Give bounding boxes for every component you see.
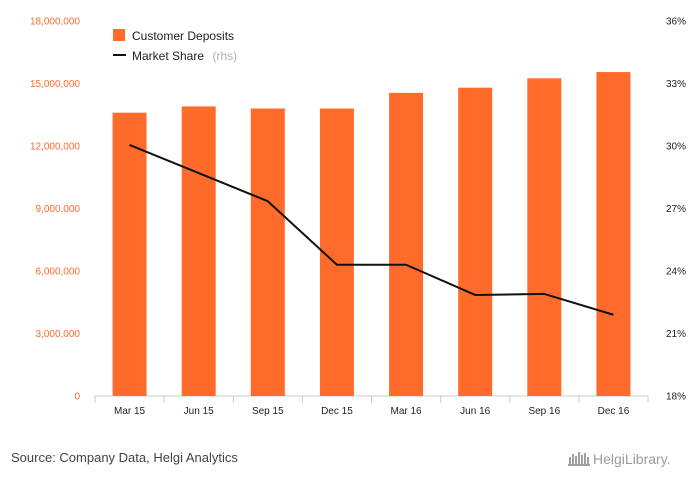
bar-dec-15[interactable] <box>319 108 354 397</box>
legend-line-label-group: Market Share (rhs) <box>132 47 237 64</box>
bar-mar-15[interactable] <box>112 112 147 397</box>
y-right-tick-label: 24% <box>666 267 686 278</box>
x-tick-label: Mar 16 <box>391 406 423 417</box>
x-tick-label: Sep 15 <box>252 406 284 417</box>
market-share-line[interactable] <box>129 144 614 316</box>
brand-logo: HelgiLibrary. <box>568 447 690 471</box>
y-left-tick-label: 9,000,000 <box>36 204 81 215</box>
x-tick-label: Jun 16 <box>460 406 490 417</box>
axis-lines <box>94 395 649 403</box>
bar-dec-16[interactable] <box>596 72 631 397</box>
bar-mar-16[interactable] <box>389 92 424 396</box>
x-tick-label: Mar 15 <box>114 406 146 417</box>
legend-line-label: Market Share <box>132 49 204 63</box>
legend[interactable]: Customer Deposits Market Share (rhs) <box>113 29 237 64</box>
bar-series <box>112 72 631 397</box>
x-tick-label: Sep 16 <box>528 406 560 417</box>
y-right-tick-label: 36% <box>666 17 686 28</box>
y-right-tick-label: 21% <box>666 329 686 340</box>
y-right-tick-label: 33% <box>666 79 686 90</box>
y-left-tick-label: 15,000,000 <box>30 79 80 90</box>
y-left-tick-label: 18,000,000 <box>30 17 80 28</box>
bar-jun-15[interactable] <box>181 106 216 397</box>
legend-bar-swatch <box>113 29 125 41</box>
x-tick-label: Jun 15 <box>184 406 214 417</box>
y-right-tick-label: 18% <box>666 392 686 403</box>
x-tick-label: Dec 16 <box>598 406 630 417</box>
legend-bar-label: Customer Deposits <box>132 29 234 43</box>
source-note: Source: Company Data, Helgi Analytics <box>11 450 238 465</box>
line-series <box>129 144 614 316</box>
library-logo-icon <box>568 452 590 466</box>
y-left-tick-label: 12,000,000 <box>30 142 80 153</box>
y-left-tick-label: 3,000,000 <box>36 329 81 340</box>
bar-jun-16[interactable] <box>458 87 493 397</box>
y-right-tick-label: 27% <box>666 204 686 215</box>
chart: 0 3,000,000 6,000,000 9,000,000 12,000,000 15… <box>30 17 686 418</box>
tick-labels: 0 3,000,000 6,000,000 9,000,000 12,000,000 15… <box>30 17 686 418</box>
bar-sep-16[interactable] <box>527 78 562 397</box>
y-right-tick-label: 30% <box>666 142 686 153</box>
x-tick-label: Dec 15 <box>321 406 353 417</box>
legend-line-suffix: (rhs) <box>212 49 237 63</box>
y-left-tick-label: 0 <box>74 392 80 403</box>
y-left-tick-label: 6,000,000 <box>36 267 81 278</box>
logo-text: HelgiLibrary. <box>593 451 671 467</box>
bar-sep-15[interactable] <box>250 108 285 397</box>
